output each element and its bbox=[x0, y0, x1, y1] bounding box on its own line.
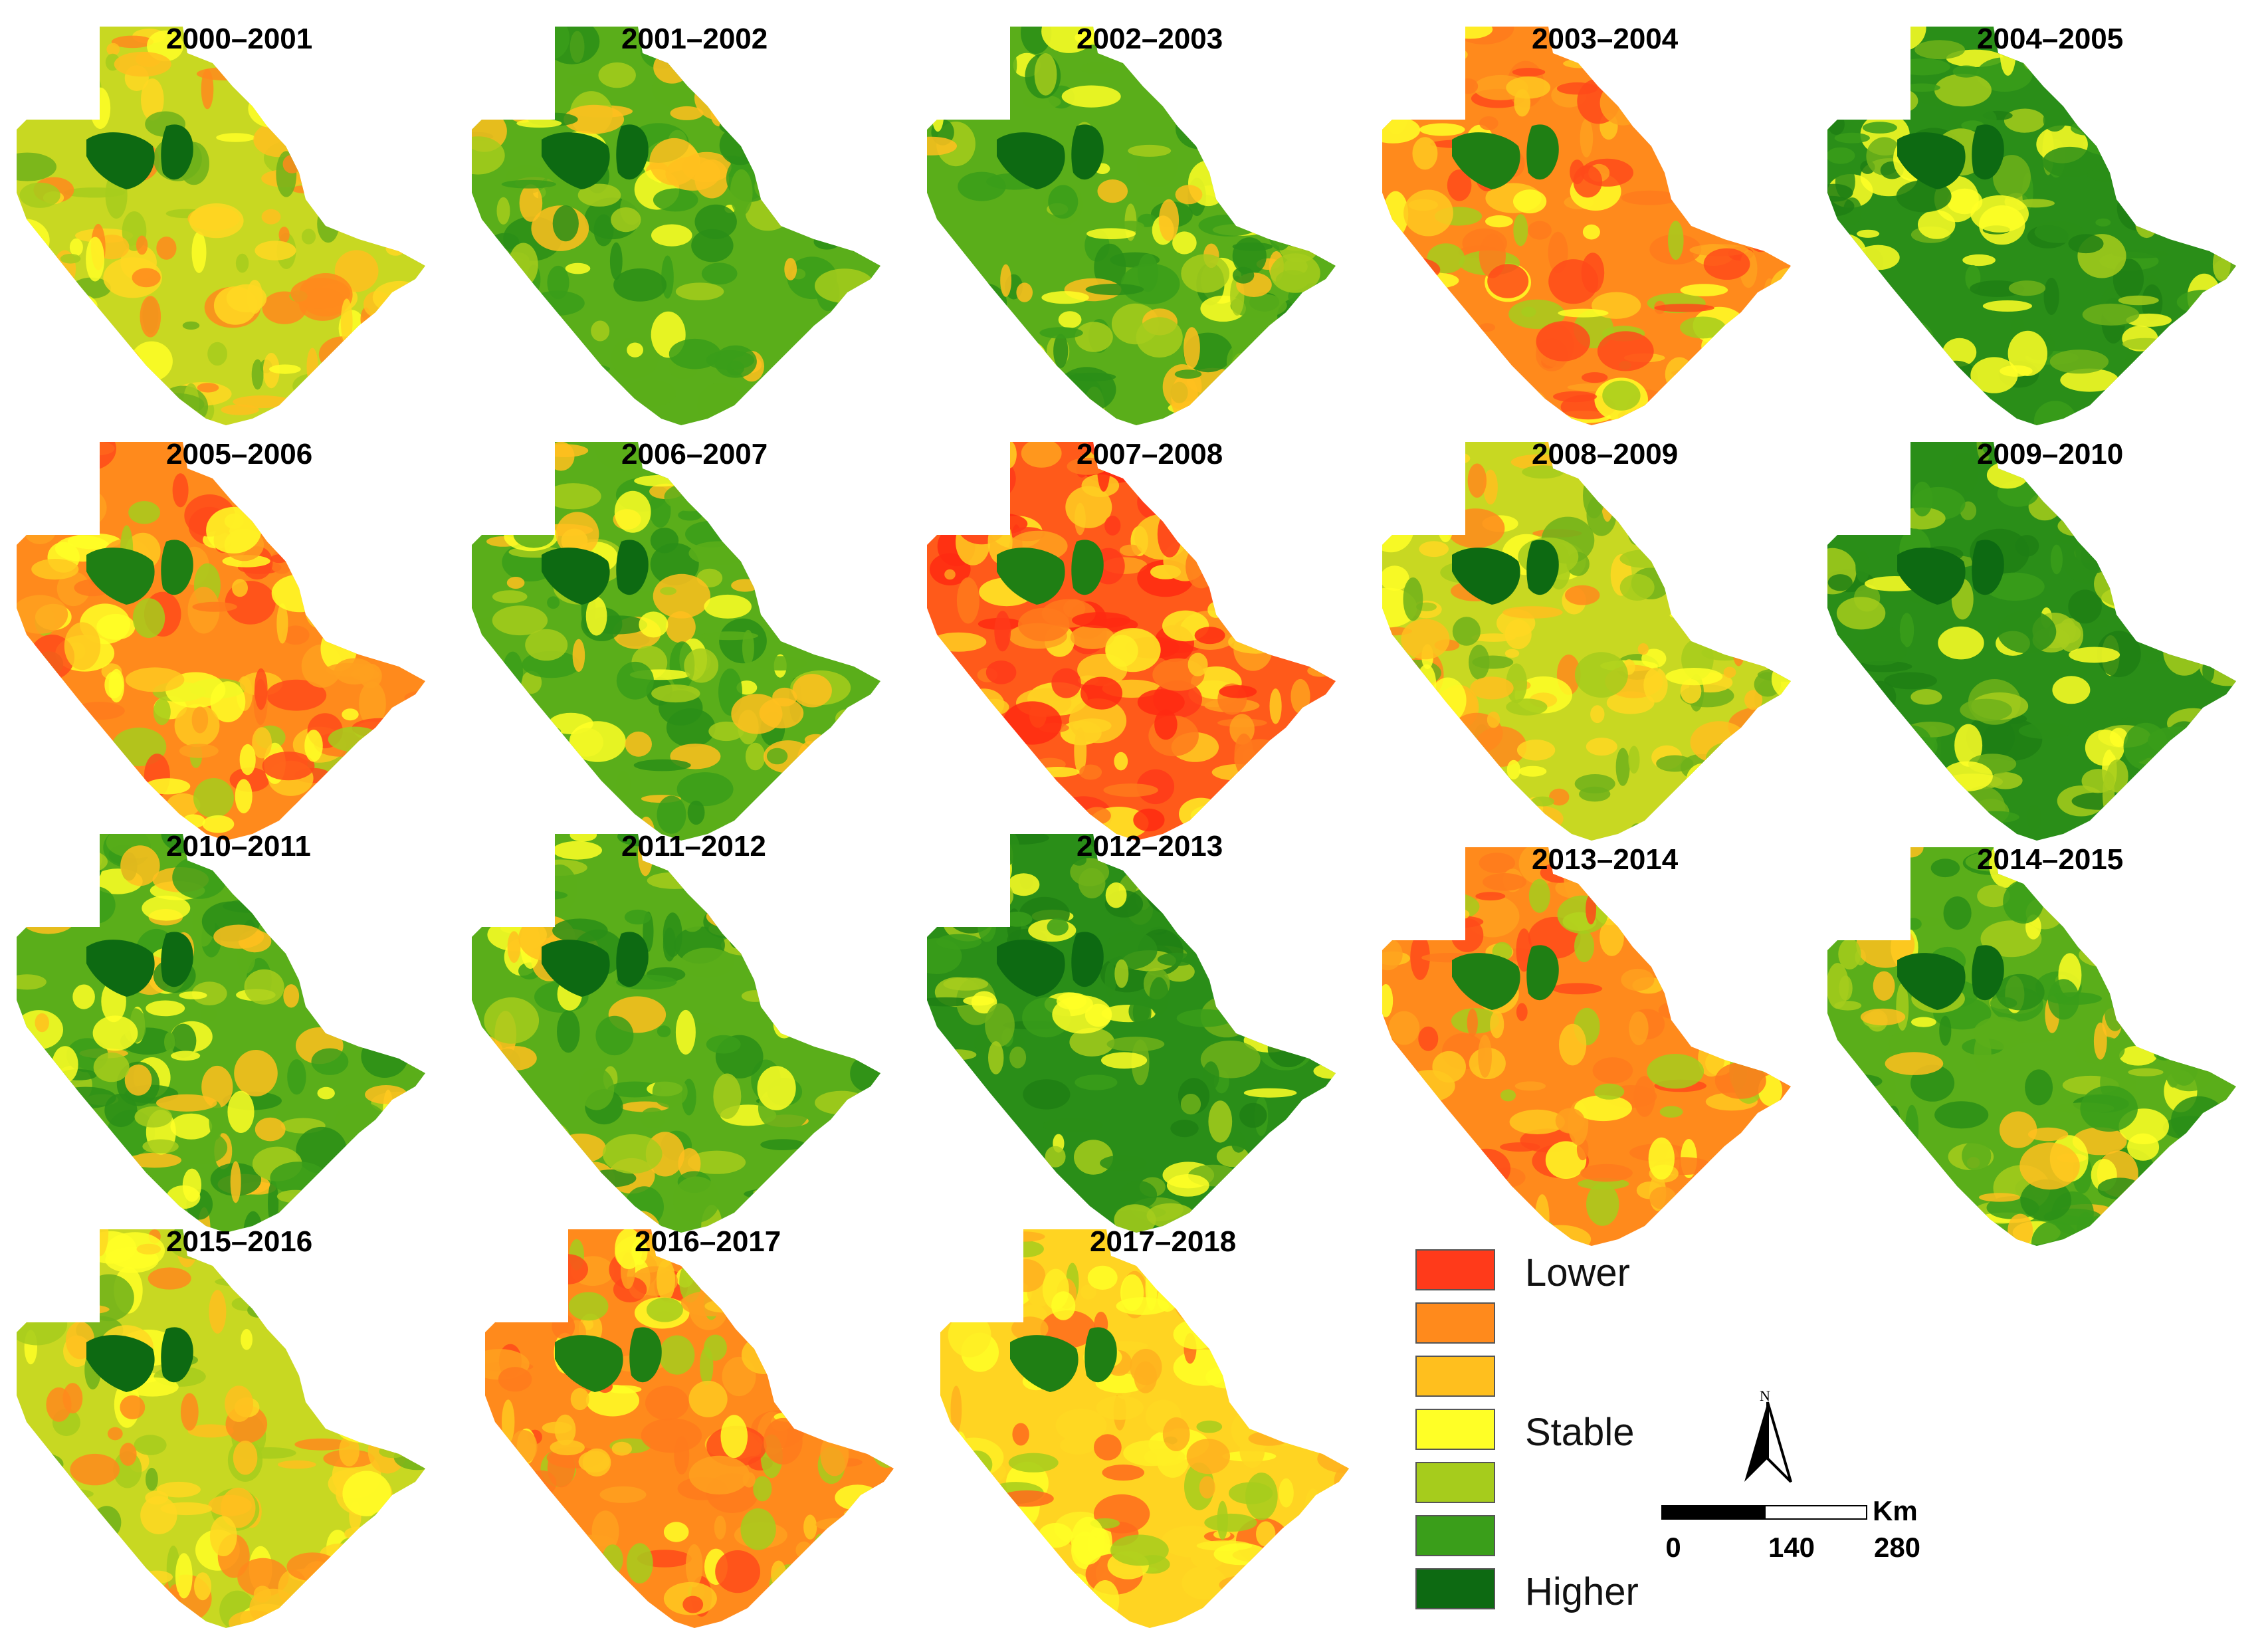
legend-label: Higher bbox=[1525, 1570, 1639, 1613]
region-map bbox=[1827, 847, 2236, 1246]
north-label: N bbox=[1760, 1387, 1770, 1404]
region-map bbox=[1382, 847, 1791, 1246]
scale-tick-0: 0 bbox=[1665, 1532, 1681, 1563]
legend-swatch bbox=[1415, 1409, 1495, 1450]
legend-item bbox=[1415, 1515, 1814, 1562]
legend-swatch bbox=[1415, 1515, 1495, 1556]
map-panel: 2014–2015 bbox=[1824, 834, 2268, 1246]
legend-swatch bbox=[1415, 1302, 1495, 1344]
scale-tick-2: 280 bbox=[1873, 1532, 1921, 1563]
legend-item: Lower bbox=[1415, 1249, 1814, 1296]
legend-item bbox=[1415, 1356, 1814, 1402]
map-panel: 2000–2001 bbox=[13, 13, 465, 425]
legend-item bbox=[1415, 1462, 1814, 1508]
map-panel: 2015–2016 bbox=[13, 1216, 465, 1628]
region-map bbox=[17, 834, 425, 1233]
map-title: 2015–2016 bbox=[166, 1225, 313, 1258]
map-title: 2009–2010 bbox=[1977, 438, 2124, 470]
region-map bbox=[1827, 27, 2236, 425]
map-title: 2007–2008 bbox=[1077, 438, 1223, 470]
map-title: 2006–2007 bbox=[621, 438, 768, 470]
map-title: 2010–2011 bbox=[166, 830, 311, 863]
map-title: 2011–2012 bbox=[621, 830, 766, 863]
region-map bbox=[1827, 442, 2236, 841]
map-title: 2000–2001 bbox=[166, 23, 313, 55]
map-panel: 2006–2007 bbox=[468, 429, 920, 841]
region-map bbox=[472, 834, 880, 1233]
map-title: 2002–2003 bbox=[1077, 23, 1223, 55]
region-map bbox=[17, 442, 425, 841]
legend-swatch bbox=[1415, 1249, 1495, 1290]
map-title: 2008–2009 bbox=[1532, 438, 1679, 470]
scale-bar-white-segment bbox=[1764, 1505, 1867, 1520]
map-panel: 2009–2010 bbox=[1824, 429, 2268, 841]
scale-unit: Km bbox=[1873, 1495, 1918, 1526]
scale-tick-1: 140 bbox=[1768, 1532, 1815, 1563]
map-panel: 2011–2012 bbox=[468, 821, 920, 1233]
map-title: 2005–2006 bbox=[166, 438, 313, 470]
map-panel: 2017–2018 bbox=[937, 1216, 1389, 1628]
legend-label: Lower bbox=[1525, 1251, 1630, 1294]
map-title: 2012–2013 bbox=[1077, 830, 1223, 863]
legend-label: Stable bbox=[1525, 1411, 1635, 1454]
map-panel: 2005–2006 bbox=[13, 429, 465, 841]
legend-item bbox=[1415, 1302, 1814, 1349]
map-panel: 2004–2005 bbox=[1824, 13, 2268, 425]
map-panel: 2001–2002 bbox=[468, 13, 920, 425]
map-title: 2004–2005 bbox=[1977, 23, 2124, 55]
map-panel: 2003–2004 bbox=[1379, 13, 1831, 425]
legend-item: Stable bbox=[1415, 1409, 1814, 1455]
map-panel: 2012–2013 bbox=[924, 821, 1376, 1233]
map-title: 2016–2017 bbox=[635, 1225, 781, 1258]
map-panel: 2002–2003 bbox=[924, 13, 1376, 425]
map-panel: 2010–2011 bbox=[13, 821, 465, 1233]
map-title: 2014–2015 bbox=[1977, 843, 2124, 876]
map-title: 2003–2004 bbox=[1532, 23, 1679, 55]
region-map bbox=[1382, 27, 1791, 425]
scale-bar bbox=[1661, 1505, 1867, 1521]
region-map bbox=[927, 27, 1336, 425]
region-map bbox=[940, 1229, 1349, 1628]
region-map bbox=[17, 27, 425, 425]
region-map bbox=[472, 442, 880, 841]
map-panel: 2013–2014 bbox=[1379, 834, 1831, 1246]
north-arrow-icon bbox=[1744, 1401, 1792, 1483]
legend-item: Higher bbox=[1415, 1568, 1814, 1615]
region-map bbox=[927, 834, 1336, 1233]
region-map bbox=[472, 27, 880, 425]
map-panel: 2007–2008 bbox=[924, 429, 1376, 841]
region-map bbox=[927, 442, 1336, 841]
map-title: 2017–2018 bbox=[1090, 1225, 1237, 1258]
legend-swatch bbox=[1415, 1356, 1495, 1397]
legend-swatch bbox=[1415, 1568, 1495, 1609]
region-map bbox=[17, 1229, 425, 1628]
scale-bar-black-segment bbox=[1661, 1505, 1764, 1520]
map-title: 2013–2014 bbox=[1532, 843, 1679, 876]
region-map bbox=[485, 1229, 894, 1628]
region-map bbox=[1382, 442, 1791, 841]
legend-swatch bbox=[1415, 1462, 1495, 1503]
map-panel: 2008–2009 bbox=[1379, 429, 1831, 841]
map-panel: 2016–2017 bbox=[482, 1216, 934, 1628]
map-title: 2001–2002 bbox=[621, 23, 768, 55]
